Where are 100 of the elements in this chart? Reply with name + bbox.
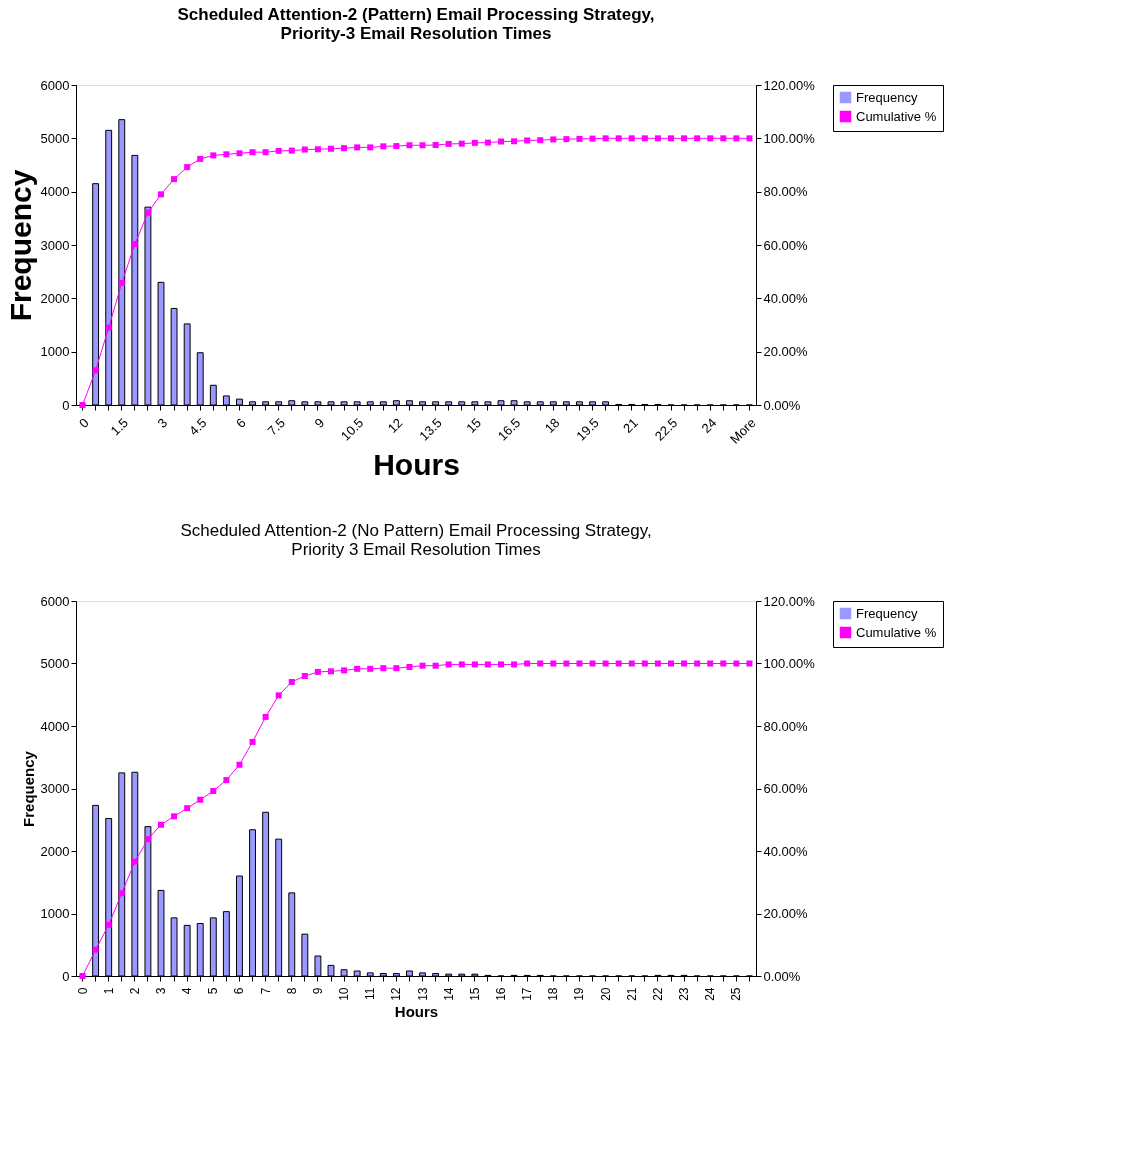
y-tick-label: 0 [62,968,70,984]
point [249,149,256,156]
x-tick-label: 25 [729,987,744,1001]
y2-tick-label: 80.00% [763,184,809,200]
x-tick-label: 12 [384,415,406,436]
point [668,135,674,142]
point [314,146,321,153]
y-tick-label: 4000 [40,184,70,200]
point [367,665,374,672]
point [328,145,334,152]
point [641,660,648,667]
x-axis-title: Hours [373,447,460,481]
point [498,661,504,668]
point [223,777,230,784]
point [589,660,596,667]
point [668,660,674,667]
x-tick-label: 9 [310,987,325,995]
x-tick-label: 23 [677,987,692,1001]
point [380,143,387,150]
x-tick-label: 1.5 [107,415,131,439]
point [511,138,518,145]
point [314,668,321,675]
x-tick-label: 2 [127,987,142,995]
point [550,136,557,143]
point [171,813,178,820]
x-tick-label: 3 [154,987,168,995]
legend-label: Frequency [856,605,918,621]
point [288,147,295,154]
point [131,858,138,865]
point [184,805,191,812]
point [197,796,204,803]
point [144,836,151,843]
x-tick-label: 12 [389,987,404,1001]
point [628,660,635,667]
point [341,667,348,674]
x-tick-label: 4 [180,987,195,995]
x-tick-label: 7.5 [264,415,288,439]
y-tick-label: 1000 [40,906,70,921]
x-tick-label: 21 [620,415,641,436]
point [471,661,478,668]
point [615,135,622,142]
y-tick-label: 3000 [40,781,70,796]
point [694,660,701,667]
x-tick-label: 13 [415,987,430,1001]
point [419,142,426,149]
y-tick-label: 6000 [40,593,70,609]
point [328,668,334,675]
point [380,665,387,672]
point [131,241,138,248]
point [602,660,609,667]
point [511,661,518,668]
legend-label: Frequency [856,89,918,105]
x-tick-label: 6 [232,987,247,995]
point [681,135,688,142]
x-tick-label: 1 [101,987,116,995]
x-tick-label: 9 [311,415,328,431]
x-tick-label: 20 [598,987,613,1001]
point [641,135,648,142]
point [288,678,295,685]
x-tick-label: 15 [463,415,485,436]
x-tick-label: 17 [520,987,535,1001]
point [184,164,191,171]
x-tick-label: 0 [75,987,90,995]
y2-tick-label: 40.00% [763,290,809,306]
point [354,144,361,151]
point [275,147,282,154]
point [524,660,531,667]
point [524,137,531,144]
x-tick-label: 15 [467,987,482,1001]
y2-tick-label: 0.00% [763,397,801,413]
y-tick-label: 2000 [40,290,70,306]
x-tick-label: 0 [76,415,92,431]
x-tick-label: 7 [258,987,273,995]
point [249,738,256,745]
y-tick-label: 0 [62,397,70,413]
y-tick-label: 4000 [40,718,70,734]
x-tick-label: 5 [206,987,221,995]
point [118,890,125,897]
chart-title: Scheduled Attention-2 (Pattern) Email Processing Strategy, Priority-3 Email Resolution Times [177,5,655,43]
x-tick-label: 11 [363,987,378,1000]
point [720,660,727,667]
x-tick-label: 16 [494,987,508,1001]
point [367,144,374,151]
x-tick-label: 21 [624,987,639,1001]
point [445,140,452,147]
point [393,665,400,672]
x-tick-label: 18 [541,415,563,436]
point [484,661,491,668]
legend-label: Cumulative % [856,624,937,640]
point [92,367,99,374]
x-tick-label: 18 [546,987,561,1001]
point [262,713,269,720]
y2-tick-label: 120.00% [763,593,816,609]
point [458,661,465,668]
point [707,660,714,667]
y2-tick-label: 60.00% [763,781,809,796]
y-tick-label: 1000 [40,344,70,360]
point [746,135,753,142]
point [576,660,583,667]
x-tick-label: 24 [703,987,718,1001]
